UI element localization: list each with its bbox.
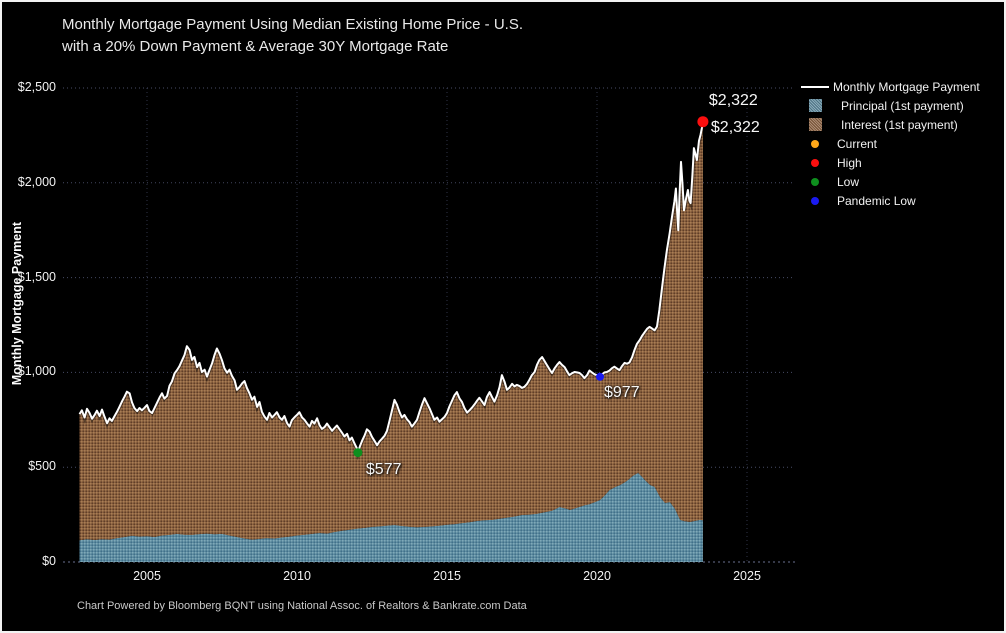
legend-item-line: Monthly Mortgage Payment — [797, 77, 980, 96]
y-axis-title: Monthly Mortgage Payment — [10, 222, 24, 386]
y-tick-0: $0 — [42, 554, 56, 568]
legend-item-pandemic_low: Pandemic Low — [797, 191, 980, 210]
line-glyph — [801, 85, 829, 88]
high-glyph — [811, 158, 819, 167]
payment-line — [78, 121, 704, 454]
pandemic_low-marker-dot — [596, 372, 604, 381]
annotation-low: $577 — [365, 460, 402, 478]
low-marker-dot — [353, 448, 363, 458]
low-glyph — [811, 177, 819, 186]
low-dot-icon — [797, 177, 833, 186]
legend-item-interest: Interest (1st payment) — [797, 115, 980, 134]
x-tick-2025: 2025 — [733, 569, 761, 583]
annotation-pandemic_low: $977 — [604, 383, 640, 401]
chart-legend: Monthly Mortgage Payment Principal (1st p… — [797, 77, 980, 210]
principal-glyph — [808, 99, 822, 112]
high-dot-icon — [797, 158, 833, 167]
y-tick-1000: $1,000 — [17, 364, 56, 379]
chart-title-line2: with a 20% Down Payment & Average 30Y Mo… — [62, 38, 449, 55]
annotation-current: $2,322 — [710, 118, 760, 136]
x-tick-2005: 2005 — [133, 569, 161, 583]
pandemic_low-glyph — [811, 196, 819, 205]
interest-swatch-icon — [797, 118, 833, 131]
legend-item-current: Current — [797, 134, 980, 153]
legend-label-principal: Principal (1st payment) — [841, 98, 964, 113]
legend-label-current: Current — [837, 136, 878, 151]
legend-item-principal: Principal (1st payment) — [797, 96, 980, 115]
legend-label-high: High — [837, 155, 862, 170]
chart-title-line1: Monthly Mortgage Payment Using Median Ex… — [62, 16, 524, 33]
interest-glyph — [808, 118, 822, 131]
legend-item-high: High — [797, 153, 980, 172]
footer-attribution: Chart Powered by Bloomberg BQNT using Na… — [77, 600, 527, 612]
high-marker-dot — [697, 116, 709, 128]
y-tick-2000: $2,000 — [17, 174, 56, 189]
legend-label-low: Low — [837, 174, 860, 189]
current-dot-icon — [797, 139, 833, 148]
legend-label-interest: Interest (1st payment) — [841, 117, 958, 132]
y-tick-2500: $2,500 — [17, 80, 56, 94]
x-tick-2015: 2015 — [433, 569, 461, 583]
interest-area — [79, 121, 703, 541]
annotation-high: $2,322 — [708, 91, 758, 109]
current-glyph — [811, 139, 819, 148]
y-tick-500: $500 — [28, 459, 56, 474]
pandemic_low-dot-icon — [797, 196, 833, 205]
x-tick-2010: 2010 — [283, 569, 311, 583]
legend-item-low: Low — [797, 172, 980, 191]
legend-label-pandemic_low: Pandemic Low — [837, 193, 916, 208]
principal-area — [79, 472, 703, 562]
chart-title: Monthly Mortgage Payment Using Median Ex… — [62, 14, 523, 58]
principal-swatch-icon — [797, 99, 833, 112]
x-tick-2020: 2020 — [583, 569, 611, 583]
legend-label-line: Monthly Mortgage Payment — [833, 79, 980, 94]
y-tick-1500: $1,500 — [17, 269, 56, 284]
legend-line-icon — [797, 85, 833, 88]
